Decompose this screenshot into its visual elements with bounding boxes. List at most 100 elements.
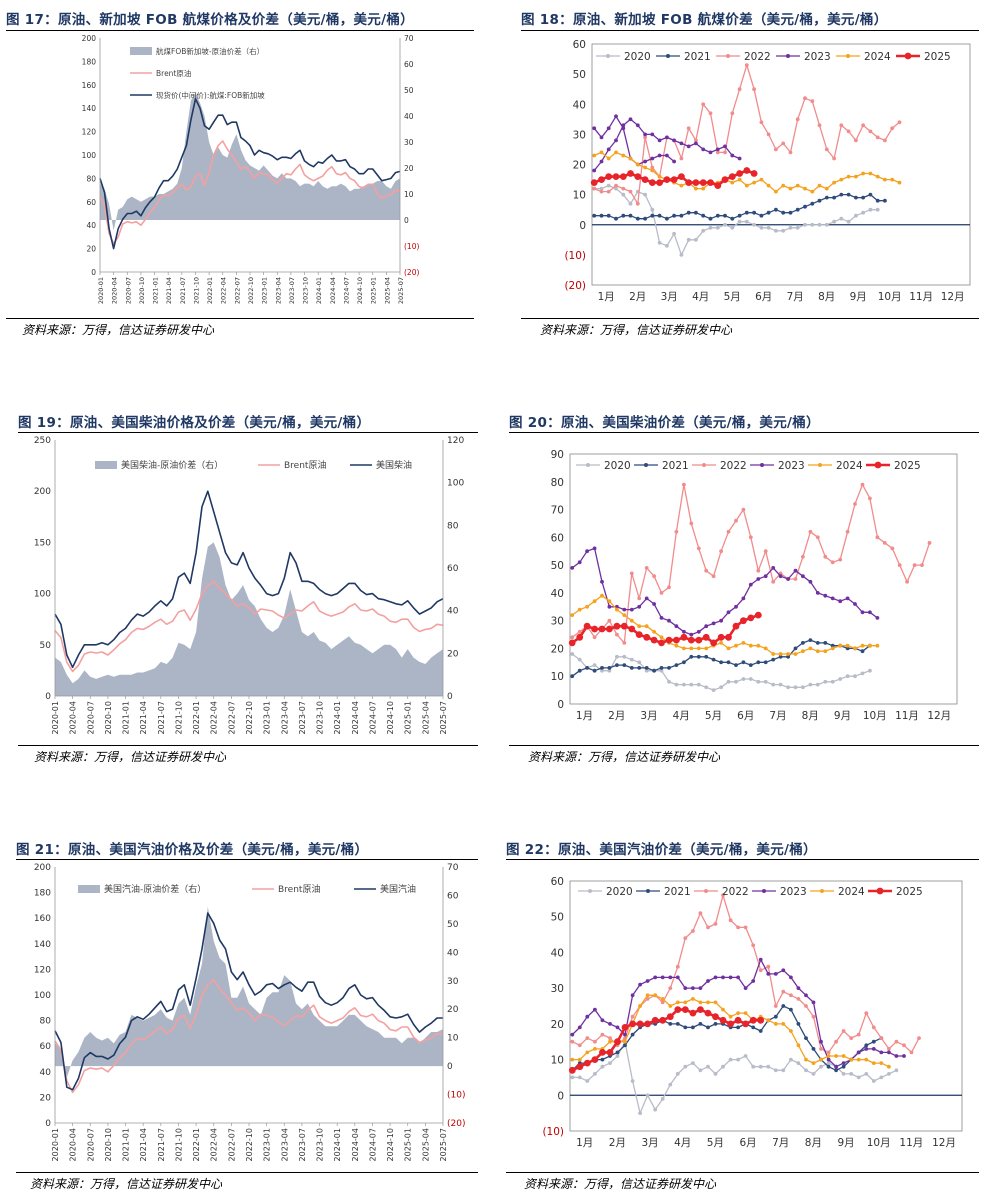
series-point-2020 [854,213,858,218]
month-label: 10月 [867,1137,891,1149]
date-tick-label: 2021-07 [157,701,166,734]
date-tick-label: 2023-10 [316,701,325,734]
series-point-2024 [810,189,815,194]
series-point-2020 [694,237,698,242]
y-tick-label: 40 [551,588,564,600]
series-point-2024 [600,593,604,598]
series-point-2020 [698,1068,703,1073]
series-line-2023 [593,118,740,171]
series-point-2024 [696,646,701,651]
month-label: 10月 [878,291,902,303]
product-line [54,912,443,1091]
series-point-2021 [763,660,768,665]
y-tick-label: 10 [573,190,586,202]
series-point-2024 [839,177,844,182]
series-point-2020 [763,679,768,684]
series-point-2023 [593,1007,597,1012]
series-point-2023 [629,607,634,612]
series-point-2024 [871,1061,876,1065]
series-point-2020 [585,1079,590,1083]
series-point-2025 [663,176,671,184]
series-point-2022 [608,1036,612,1040]
series-point-2022 [756,568,761,573]
series-point-2022 [698,911,703,915]
date-tick-label: 2023-10 [302,277,310,304]
series-point-2022 [719,549,723,554]
series-point-2023 [871,1047,876,1051]
month-label: 9月 [850,291,867,303]
legend-marker-2023 [786,54,790,58]
series-point-2022 [823,554,828,559]
series-point-2024 [730,180,735,185]
series-point-2023 [623,1032,627,1037]
legend-label: Brent原油 [156,68,191,78]
series-point-2023 [786,577,790,581]
series-point-2021 [846,192,851,197]
fig22-bottom-rule [506,1172,979,1173]
series-point-2024 [781,1022,786,1026]
series-point-2022 [788,150,793,155]
legend-marker-2025 [874,461,882,469]
month-label: 1月 [576,710,593,722]
series-point-2021 [629,666,634,670]
legend-label-2023: 2023 [804,51,831,63]
y-tick-label: (20) [564,280,586,292]
date-tick-label: 2020-04 [69,701,78,734]
y-tick-label: 30 [573,129,586,141]
spread-area [55,906,443,1078]
series-point-2020 [853,674,857,679]
date-tick-label: 2025-07 [397,277,405,304]
series-point-2023 [691,986,695,990]
series-point-2020 [856,1075,861,1080]
series-point-2020 [849,1072,854,1076]
date-tick-label: 2021-10 [174,1128,183,1161]
series-point-2020 [766,225,771,230]
series-point-2021 [751,1025,756,1030]
series-point-2024 [615,607,619,612]
fig19-source: 资料来源：万得，信达证券研发中心 [34,750,227,764]
series-point-2025 [641,176,649,184]
series-point-2025 [606,1049,614,1056]
series-point-2022 [763,549,768,554]
month-label: 11月 [909,291,933,303]
series-point-2025 [710,639,717,647]
series-point-2022 [897,563,902,567]
series-point-2023 [675,975,680,980]
series-point-2021 [756,660,761,665]
series-point-2020 [756,679,761,684]
series-point-2023 [638,982,642,987]
series-point-2022 [759,120,764,125]
series-point-2023 [585,1014,590,1019]
series-point-2020 [691,1061,695,1065]
right-tick-label: 0 [447,692,453,702]
series-point-2022 [728,918,733,923]
series-point-2020 [606,183,611,188]
series-point-2023 [696,629,701,634]
series-point-2024 [701,186,706,191]
series-point-2022 [795,117,800,122]
series-point-2023 [643,132,647,137]
series-point-2025 [583,1059,591,1067]
series-point-2021 [665,216,669,221]
series-point-2025 [598,176,605,184]
series-point-2023 [679,141,684,146]
series-point-2020 [808,682,813,687]
legend-label-2021: 2021 [684,51,711,63]
left-tick-label: 180 [34,889,51,899]
series-point-2024 [854,174,858,179]
series-point-2025 [599,1049,606,1056]
series-point-2024 [817,183,822,188]
series-point-2022 [887,1047,891,1051]
series-line-2020 [594,184,878,256]
y-tick-label: 10 [551,671,564,683]
right-tick-label: 30 [404,138,414,147]
series-point-2023 [856,1050,861,1055]
date-tick-label: 2021-01 [122,1128,131,1161]
series-point-2021 [701,213,706,218]
left-tick-label: 100 [34,991,51,1001]
series-point-2022 [748,535,753,540]
series-point-2023 [751,979,756,983]
series-point-2024 [629,618,634,623]
right-tick-label: 60 [447,891,459,901]
series-point-2024 [657,174,662,179]
